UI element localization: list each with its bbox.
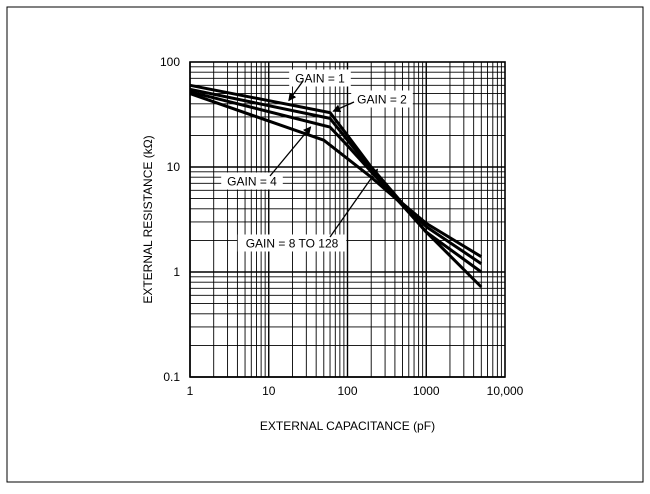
y-tick-label: 1 [173, 265, 180, 279]
annotation-label: GAIN = 8 TO 128 [246, 236, 339, 250]
annotation-bg [289, 69, 351, 87]
x-tick-label: 1000 [413, 384, 440, 398]
annotation-bg [351, 90, 413, 108]
x-axis-label: EXTERNAL CAPACITANCE (pF) [260, 419, 435, 433]
y-tick-label: 0.1 [163, 370, 180, 384]
x-tick-label: 100 [337, 384, 357, 398]
annotation-label: GAIN = 2 [357, 92, 407, 106]
tick-labels: 1 10 100 1000 10,000 0.1 1 10 100 [160, 55, 524, 398]
x-tick-label: 10 [262, 384, 276, 398]
y-tick-label: 100 [160, 55, 180, 69]
annotation-label: GAIN = 1 [295, 71, 345, 85]
annotation-label: GAIN = 4 [227, 174, 277, 188]
y-axis-label: EXTERNAL RESISTANCE (kΩ) [141, 135, 155, 303]
plot-area-border [189, 61, 506, 378]
annotation-arrow [329, 168, 379, 238]
annotation-arrow [332, 101, 355, 113]
annotation-arrow [269, 126, 312, 177]
x-tick-label: 10,000 [487, 384, 524, 398]
annotation-bg [237, 234, 347, 252]
annotation-bg [221, 172, 283, 190]
annotations: GAIN = 1 GAIN = 2 GAIN = 4 GAIN = 8 TO 128 [221, 69, 413, 252]
annotation-arrow [288, 80, 304, 102]
y-tick-label: 10 [167, 160, 181, 174]
x-tick-label: 1 [187, 384, 194, 398]
